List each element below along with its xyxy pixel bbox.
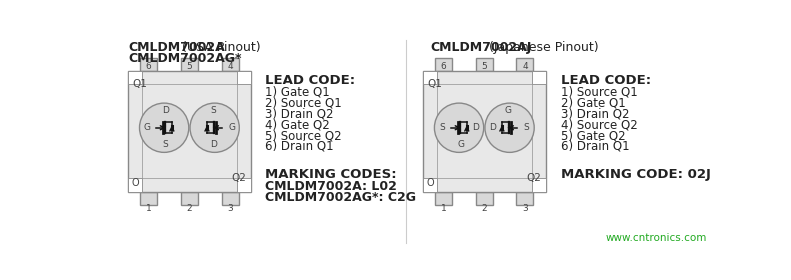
Text: www.cntronics.com: www.cntronics.com	[605, 233, 707, 243]
Text: 6) Drain Q1: 6) Drain Q1	[265, 140, 334, 153]
Text: 2: 2	[482, 204, 487, 213]
Text: MARKING CODES:: MARKING CODES:	[265, 168, 396, 181]
Polygon shape	[532, 71, 546, 85]
Text: O: O	[426, 178, 434, 188]
Text: 4: 4	[522, 62, 528, 71]
Bar	[140, 58, 157, 71]
Text: D: D	[472, 123, 479, 132]
Text: CMLDM7002AG*: C2G: CMLDM7002AG*: C2G	[265, 191, 416, 204]
Text: Q1: Q1	[132, 80, 147, 89]
Text: 2) Source Q1: 2) Source Q1	[265, 97, 342, 110]
Text: D: D	[489, 123, 496, 132]
Circle shape	[190, 103, 240, 152]
Text: 2) Gate Q1: 2) Gate Q1	[562, 97, 626, 110]
Text: 3) Drain Q2: 3) Drain Q2	[562, 108, 630, 120]
Bar	[435, 58, 452, 71]
Text: 6: 6	[146, 62, 152, 71]
Polygon shape	[532, 178, 546, 192]
Bar	[437, 85, 532, 178]
Bar	[128, 71, 251, 192]
Text: S: S	[439, 123, 445, 132]
Bar	[517, 192, 533, 204]
Text: 5) Gate Q2: 5) Gate Q2	[562, 129, 626, 142]
Text: LEAD CODE:: LEAD CODE:	[265, 74, 355, 87]
Text: Q2: Q2	[232, 173, 246, 183]
Polygon shape	[128, 71, 142, 85]
Text: 1) Source Q1: 1) Source Q1	[562, 86, 638, 99]
Bar	[476, 192, 493, 204]
Text: S: S	[524, 123, 529, 132]
Text: Q1: Q1	[427, 80, 442, 89]
Text: S: S	[210, 106, 216, 115]
Text: G: G	[505, 106, 512, 115]
Text: O: O	[131, 178, 139, 188]
Bar	[476, 58, 493, 71]
Text: G: G	[228, 123, 235, 132]
Text: 3: 3	[227, 204, 233, 213]
Text: D: D	[210, 140, 217, 149]
Polygon shape	[422, 71, 437, 85]
Text: 2: 2	[187, 204, 192, 213]
Bar	[181, 58, 198, 71]
Bar	[181, 192, 198, 204]
Bar	[435, 192, 452, 204]
Bar	[422, 71, 546, 192]
Text: CMLDM7002AJ: CMLDM7002AJ	[430, 41, 532, 54]
Bar	[140, 192, 157, 204]
Text: 4) Source Q2: 4) Source Q2	[562, 118, 638, 131]
Text: CMLDM7002A: CMLDM7002A	[129, 41, 225, 54]
Text: 4: 4	[227, 62, 233, 71]
Polygon shape	[128, 178, 142, 192]
Bar	[517, 58, 533, 71]
Bar	[142, 85, 237, 178]
Text: 1: 1	[146, 204, 152, 213]
Bar	[221, 58, 239, 71]
Text: S: S	[163, 140, 168, 149]
Text: 5: 5	[482, 62, 487, 71]
Text: G: G	[457, 140, 464, 149]
Text: D: D	[162, 106, 169, 115]
Text: 3: 3	[522, 204, 528, 213]
Text: G: G	[144, 123, 151, 132]
Text: 6) Drain Q1: 6) Drain Q1	[562, 140, 630, 153]
Text: LEAD CODE:: LEAD CODE:	[562, 74, 652, 87]
Text: 4) Gate Q2: 4) Gate Q2	[265, 118, 330, 131]
Polygon shape	[422, 178, 437, 192]
Text: 5) Source Q2: 5) Source Q2	[265, 129, 342, 142]
Text: 1: 1	[441, 204, 447, 213]
Bar	[221, 192, 239, 204]
Text: CMLDM7002A: L02: CMLDM7002A: L02	[265, 180, 397, 193]
Text: (USA Pinout): (USA Pinout)	[178, 41, 261, 54]
Polygon shape	[237, 71, 251, 85]
Circle shape	[434, 103, 484, 152]
Text: CMLDM7002AG*: CMLDM7002AG*	[129, 52, 242, 65]
Text: 3) Drain Q2: 3) Drain Q2	[265, 108, 333, 120]
Text: MARKING CODE: 02J: MARKING CODE: 02J	[562, 168, 711, 181]
Text: Q2: Q2	[527, 173, 541, 183]
Text: 5: 5	[187, 62, 192, 71]
Text: 1) Gate Q1: 1) Gate Q1	[265, 86, 330, 99]
Circle shape	[485, 103, 534, 152]
Text: 6: 6	[441, 62, 447, 71]
Circle shape	[139, 103, 189, 152]
Polygon shape	[237, 178, 251, 192]
Text: (Japanese Pinout): (Japanese Pinout)	[485, 41, 599, 54]
